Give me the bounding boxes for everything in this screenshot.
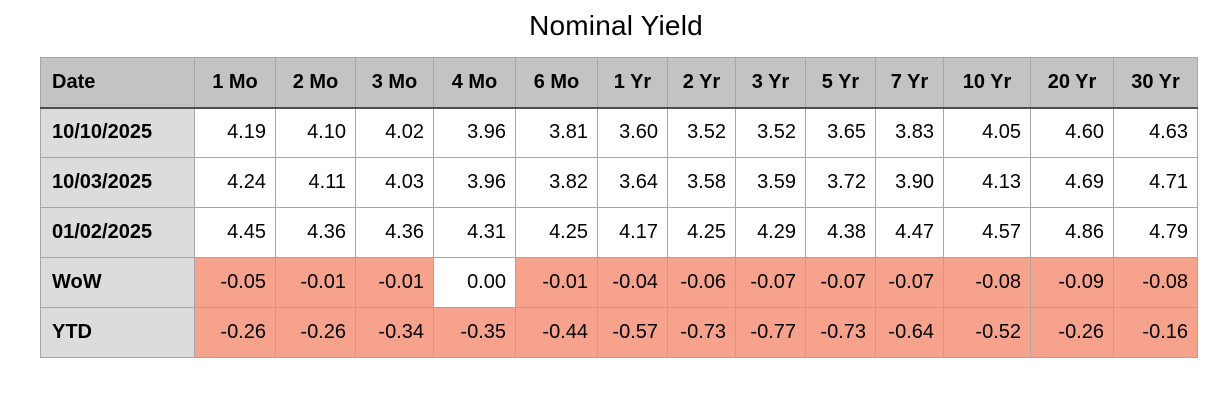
yield-cell: 4.45 xyxy=(194,207,276,258)
change-cell: -0.26 xyxy=(194,307,276,358)
row-label: WoW xyxy=(40,257,195,308)
header-row: Date 1 Mo 2 Mo 3 Mo 4 Mo 6 Mo 1 Yr 2 Yr 3 Yr 5 Yr… xyxy=(40,57,1198,108)
column-header-1-yr: 1 Yr xyxy=(597,57,668,108)
change-cell: -0.16 xyxy=(1113,307,1198,358)
yield-cell: 4.29 xyxy=(735,207,806,258)
column-header-4-mo: 4 Mo xyxy=(433,57,516,108)
change-cell: -0.08 xyxy=(1113,257,1198,308)
yield-cell: 3.81 xyxy=(515,107,598,158)
change-cell: -0.57 xyxy=(597,307,668,358)
change-cell: -0.52 xyxy=(943,307,1031,358)
table-row-10-03-2025: 10/03/2025 4.24 4.11 4.03 3.96 3.82 3.64 3.58 3.… xyxy=(40,157,1198,208)
row-label: 10/10/2025 xyxy=(40,107,195,158)
column-header-2-mo: 2 Mo xyxy=(275,57,356,108)
yield-cell: 4.47 xyxy=(875,207,944,258)
yield-cell: 4.71 xyxy=(1113,157,1198,208)
yield-cell: 3.90 xyxy=(875,157,944,208)
change-cell: -0.26 xyxy=(1030,307,1114,358)
yield-cell: 4.03 xyxy=(355,157,434,208)
yield-cell: 3.59 xyxy=(735,157,806,208)
table-header: Date 1 Mo 2 Mo 3 Mo 4 Mo 6 Mo 1 Yr 2 Yr 3 Yr 5 Yr… xyxy=(40,57,1198,108)
yield-cell: 4.86 xyxy=(1030,207,1114,258)
change-cell: -0.01 xyxy=(515,257,598,308)
yield-cell: 3.82 xyxy=(515,157,598,208)
yield-cell: 4.36 xyxy=(275,207,356,258)
column-header-3-yr: 3 Yr xyxy=(735,57,806,108)
change-cell: -0.77 xyxy=(735,307,806,358)
page-title: Nominal Yield xyxy=(529,10,703,41)
yield-cell: 4.36 xyxy=(355,207,434,258)
yield-cell: 3.58 xyxy=(667,157,736,208)
yield-cell: 3.72 xyxy=(805,157,876,208)
change-cell: -0.08 xyxy=(943,257,1031,308)
column-header-3-mo: 3 Mo xyxy=(355,57,434,108)
change-cell: -0.73 xyxy=(667,307,736,358)
yield-cell: 4.05 xyxy=(943,107,1031,158)
yield-cell: 3.64 xyxy=(597,157,668,208)
change-cell: -0.04 xyxy=(597,257,668,308)
table-row-wow: WoW -0.05 -0.01 -0.01 0.00 -0.01 -0.04 -0.06 -0.… xyxy=(40,257,1198,308)
change-cell: -0.06 xyxy=(667,257,736,308)
yield-cell: 4.17 xyxy=(597,207,668,258)
table-body: 10/10/2025 4.19 4.10 4.02 3.96 3.81 3.60 3.52 3.… xyxy=(40,107,1198,358)
yield-cell: 4.19 xyxy=(194,107,276,158)
yield-cell: 4.31 xyxy=(433,207,516,258)
yield-cell: 4.57 xyxy=(943,207,1031,258)
change-cell: -0.09 xyxy=(1030,257,1114,308)
yield-cell: 3.52 xyxy=(667,107,736,158)
change-cell: -0.07 xyxy=(875,257,944,308)
change-cell: -0.73 xyxy=(805,307,876,358)
yield-cell: 4.60 xyxy=(1030,107,1114,158)
change-cell: -0.07 xyxy=(805,257,876,308)
column-header-5-yr: 5 Yr xyxy=(805,57,876,108)
yield-cell: 4.38 xyxy=(805,207,876,258)
change-cell: -0.35 xyxy=(433,307,516,358)
yield-cell: 4.69 xyxy=(1030,157,1114,208)
change-cell: -0.44 xyxy=(515,307,598,358)
change-cell: 0.00 xyxy=(433,257,516,308)
column-header-1-mo: 1 Mo xyxy=(194,57,276,108)
column-header-10-yr: 10 Yr xyxy=(943,57,1031,108)
change-cell: -0.01 xyxy=(355,257,434,308)
column-header-2-yr: 2 Yr xyxy=(667,57,736,108)
change-cell: -0.26 xyxy=(275,307,356,358)
table-row-ytd: YTD -0.26 -0.26 -0.34 -0.35 -0.44 -0.57 -0.73 -0… xyxy=(40,307,1198,358)
row-label: 10/03/2025 xyxy=(40,157,195,208)
yield-cell: 4.24 xyxy=(194,157,276,208)
yield-cell: 3.96 xyxy=(433,107,516,158)
yield-cell: 4.25 xyxy=(667,207,736,258)
nominal-yield-table: Date 1 Mo 2 Mo 3 Mo 4 Mo 6 Mo 1 Yr 2 Yr 3 Yr 5 Yr… xyxy=(40,57,1198,358)
column-header-7-yr: 7 Yr xyxy=(875,57,944,108)
change-cell: -0.64 xyxy=(875,307,944,358)
row-label: 01/02/2025 xyxy=(40,207,195,258)
table-row-10-10-2025: 10/10/2025 4.19 4.10 4.02 3.96 3.81 3.60 3.52 3.… xyxy=(40,107,1198,158)
table-row-01-02-2025: 01/02/2025 4.45 4.36 4.36 4.31 4.25 4.17 4.25 4.… xyxy=(40,207,1198,258)
yield-cell: 3.52 xyxy=(735,107,806,158)
change-cell: -0.05 xyxy=(194,257,276,308)
yield-cell: 4.11 xyxy=(275,157,356,208)
yield-cell: 3.60 xyxy=(597,107,668,158)
row-label: YTD xyxy=(40,307,195,358)
change-cell: -0.07 xyxy=(735,257,806,308)
yield-cell: 4.10 xyxy=(275,107,356,158)
yield-cell: 3.96 xyxy=(433,157,516,208)
yield-cell: 3.65 xyxy=(805,107,876,158)
yield-cell: 4.13 xyxy=(943,157,1031,208)
column-header-6-mo: 6 Mo xyxy=(515,57,598,108)
change-cell: -0.01 xyxy=(275,257,356,308)
yield-cell: 4.02 xyxy=(355,107,434,158)
column-header-30-yr: 30 Yr xyxy=(1113,57,1198,108)
column-header-date: Date xyxy=(40,57,195,108)
yield-cell: 4.25 xyxy=(515,207,598,258)
change-cell: -0.34 xyxy=(355,307,434,358)
yield-cell: 3.83 xyxy=(875,107,944,158)
yield-cell: 4.79 xyxy=(1113,207,1198,258)
yield-cell: 4.63 xyxy=(1113,107,1198,158)
column-header-20-yr: 20 Yr xyxy=(1030,57,1114,108)
